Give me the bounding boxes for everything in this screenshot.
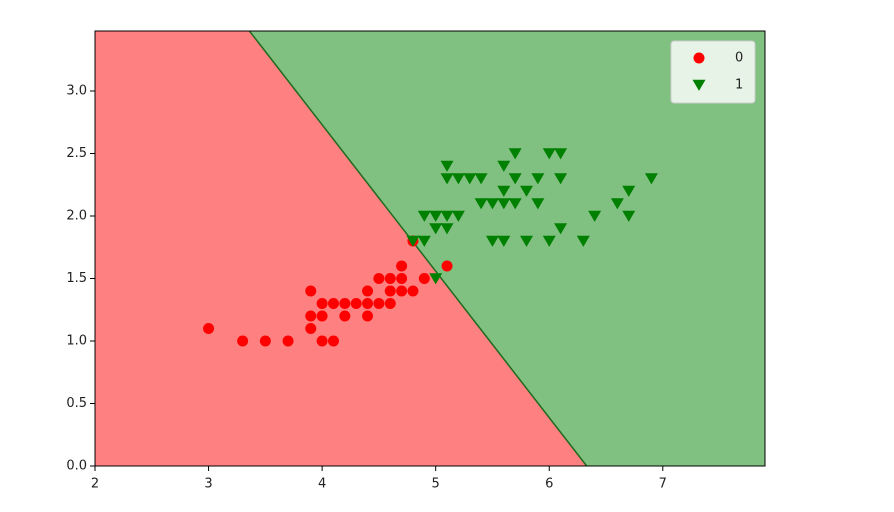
point — [339, 298, 351, 309]
x-tick-label: 7 — [659, 477, 667, 492]
point — [485, 235, 499, 247]
y-tick-label: 3.0 — [66, 84, 87, 99]
point — [610, 198, 624, 210]
point — [440, 210, 454, 222]
point — [588, 210, 602, 222]
point — [644, 173, 658, 185]
point — [339, 310, 351, 322]
point — [531, 173, 545, 185]
point — [440, 223, 454, 235]
x-tick-label: 2 — [91, 477, 99, 492]
point — [396, 273, 408, 284]
y-tick-label: 1.5 — [66, 271, 87, 286]
point — [327, 335, 339, 347]
decision-boundary — [248, 30, 588, 467]
point — [451, 210, 465, 222]
point — [396, 285, 408, 297]
legend-marker — [692, 79, 706, 91]
point — [373, 273, 385, 284]
point — [316, 298, 328, 309]
point — [497, 235, 511, 247]
point — [520, 185, 534, 197]
point — [259, 335, 271, 347]
point — [497, 198, 511, 210]
point — [203, 323, 215, 334]
point — [429, 210, 443, 222]
point — [429, 223, 443, 235]
point — [316, 335, 328, 347]
point — [622, 185, 636, 197]
point — [497, 160, 511, 172]
point — [576, 235, 590, 247]
point — [396, 260, 408, 272]
point — [237, 335, 249, 347]
region-0 — [95, 31, 587, 466]
point — [554, 223, 568, 235]
point — [497, 185, 511, 197]
point — [282, 335, 294, 347]
point — [542, 235, 556, 247]
point — [440, 173, 454, 185]
point — [418, 273, 430, 284]
x-tick-label: 4 — [318, 477, 326, 492]
point — [554, 148, 568, 160]
point — [508, 198, 522, 210]
point — [373, 298, 385, 309]
point — [474, 173, 488, 185]
y-tick-label: 1.0 — [66, 334, 87, 349]
point — [429, 273, 443, 285]
point — [305, 310, 317, 322]
point — [622, 210, 636, 222]
x-tick-label: 3 — [204, 477, 212, 492]
legend-marker — [693, 52, 705, 64]
point — [485, 198, 499, 210]
point — [542, 148, 556, 160]
point — [384, 298, 396, 309]
point — [440, 160, 454, 172]
point — [417, 210, 431, 222]
point — [305, 323, 317, 334]
point — [305, 285, 317, 297]
point — [350, 298, 362, 309]
point — [554, 173, 568, 185]
point — [531, 198, 545, 210]
legend-box — [670, 40, 756, 104]
y-tick-label: 0.5 — [66, 396, 87, 411]
x-tick-label: 6 — [545, 477, 553, 492]
point — [384, 285, 396, 297]
point — [508, 148, 522, 160]
point — [417, 235, 431, 247]
point — [508, 173, 522, 185]
point — [327, 298, 339, 309]
y-tick-label: 2.5 — [66, 146, 87, 161]
point — [362, 310, 374, 322]
point — [362, 285, 374, 297]
legend-label: 1 — [735, 78, 743, 93]
x-tick-label: 5 — [432, 477, 440, 492]
y-tick-label: 0.0 — [66, 459, 87, 474]
point — [520, 235, 534, 247]
point — [384, 273, 396, 284]
plot-frame — [94, 30, 766, 467]
point — [474, 198, 488, 210]
y-tick-label: 2.0 — [66, 209, 87, 224]
point — [316, 310, 328, 322]
legend-label: 0 — [735, 51, 743, 66]
point — [406, 235, 420, 247]
point — [451, 173, 465, 185]
region-1 — [249, 31, 765, 466]
point — [362, 298, 374, 309]
point — [407, 285, 419, 297]
point — [463, 173, 477, 185]
point — [441, 260, 453, 272]
